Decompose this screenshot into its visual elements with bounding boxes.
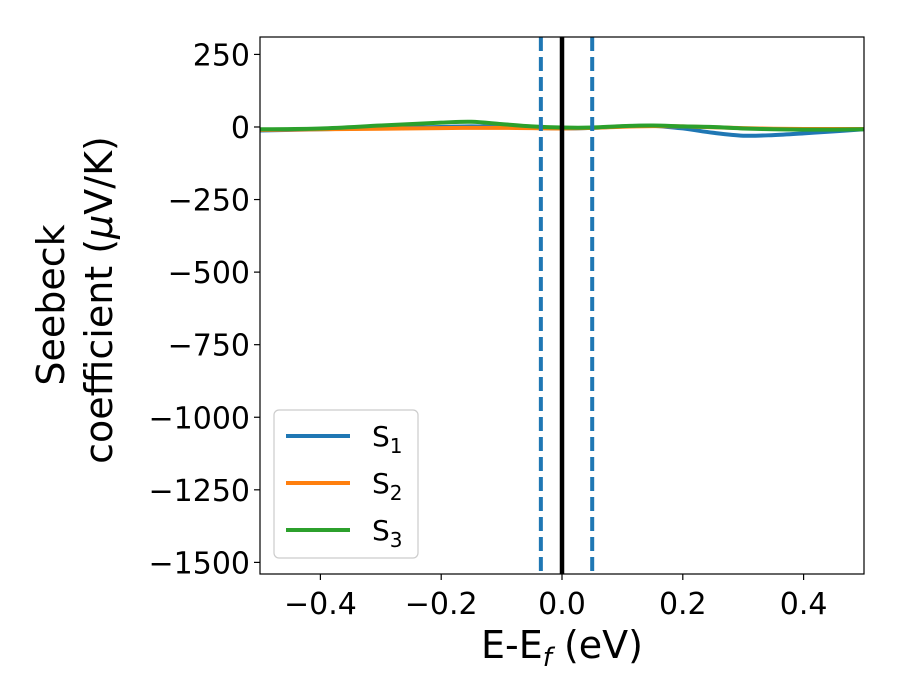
y-tick-label: −1250 bbox=[149, 474, 250, 509]
y-axis-label-mu: μ bbox=[77, 215, 121, 240]
x-axis-label-main: E-E bbox=[481, 623, 543, 667]
y-axis-label-line2-prefix: coefficient ( bbox=[77, 239, 121, 464]
y-axis-label-line2-suffix: V/K) bbox=[77, 136, 121, 215]
legend-label-s3: S3 bbox=[372, 514, 403, 552]
y-axis: 250 0 −250 −500 −750 −1000 −1250 −1500 bbox=[149, 38, 260, 581]
y-tick-label: −1000 bbox=[149, 401, 250, 436]
series-layer bbox=[259, 119, 865, 138]
series-line-s3 bbox=[259, 119, 865, 132]
x-axis: −0.4 −0.2 0.0 0.2 0.4 bbox=[284, 574, 827, 622]
y-axis-label-line2: coefficient (μV/K) bbox=[77, 136, 121, 464]
x-axis-label: E-Ef (eV) bbox=[481, 623, 643, 673]
vline-layer bbox=[538, 37, 595, 574]
y-tick-label: −1500 bbox=[149, 546, 250, 581]
y-tick-label: −250 bbox=[168, 184, 250, 219]
y-tick-label: 250 bbox=[193, 38, 250, 73]
x-tick-label: −0.2 bbox=[405, 587, 478, 622]
x-tick-label: −0.4 bbox=[284, 587, 357, 622]
legend: S1 S2 S3 bbox=[273, 409, 419, 559]
legend-entries: S1 S2 S3 bbox=[286, 420, 403, 552]
y-axis-label-line1: Seebeck bbox=[29, 224, 73, 385]
x-tick-label: 0.0 bbox=[538, 587, 586, 622]
legend-label-s2: S2 bbox=[372, 467, 403, 505]
y-tick-label: −500 bbox=[168, 256, 250, 291]
x-tick-label: 0.2 bbox=[659, 587, 707, 622]
x-axis-label-suffix: (eV) bbox=[552, 623, 643, 667]
y-tick-label: −750 bbox=[168, 329, 250, 364]
legend-label-s1: S1 bbox=[372, 420, 403, 458]
x-tick-label: 0.4 bbox=[780, 587, 828, 622]
y-tick-label: 0 bbox=[231, 111, 250, 146]
